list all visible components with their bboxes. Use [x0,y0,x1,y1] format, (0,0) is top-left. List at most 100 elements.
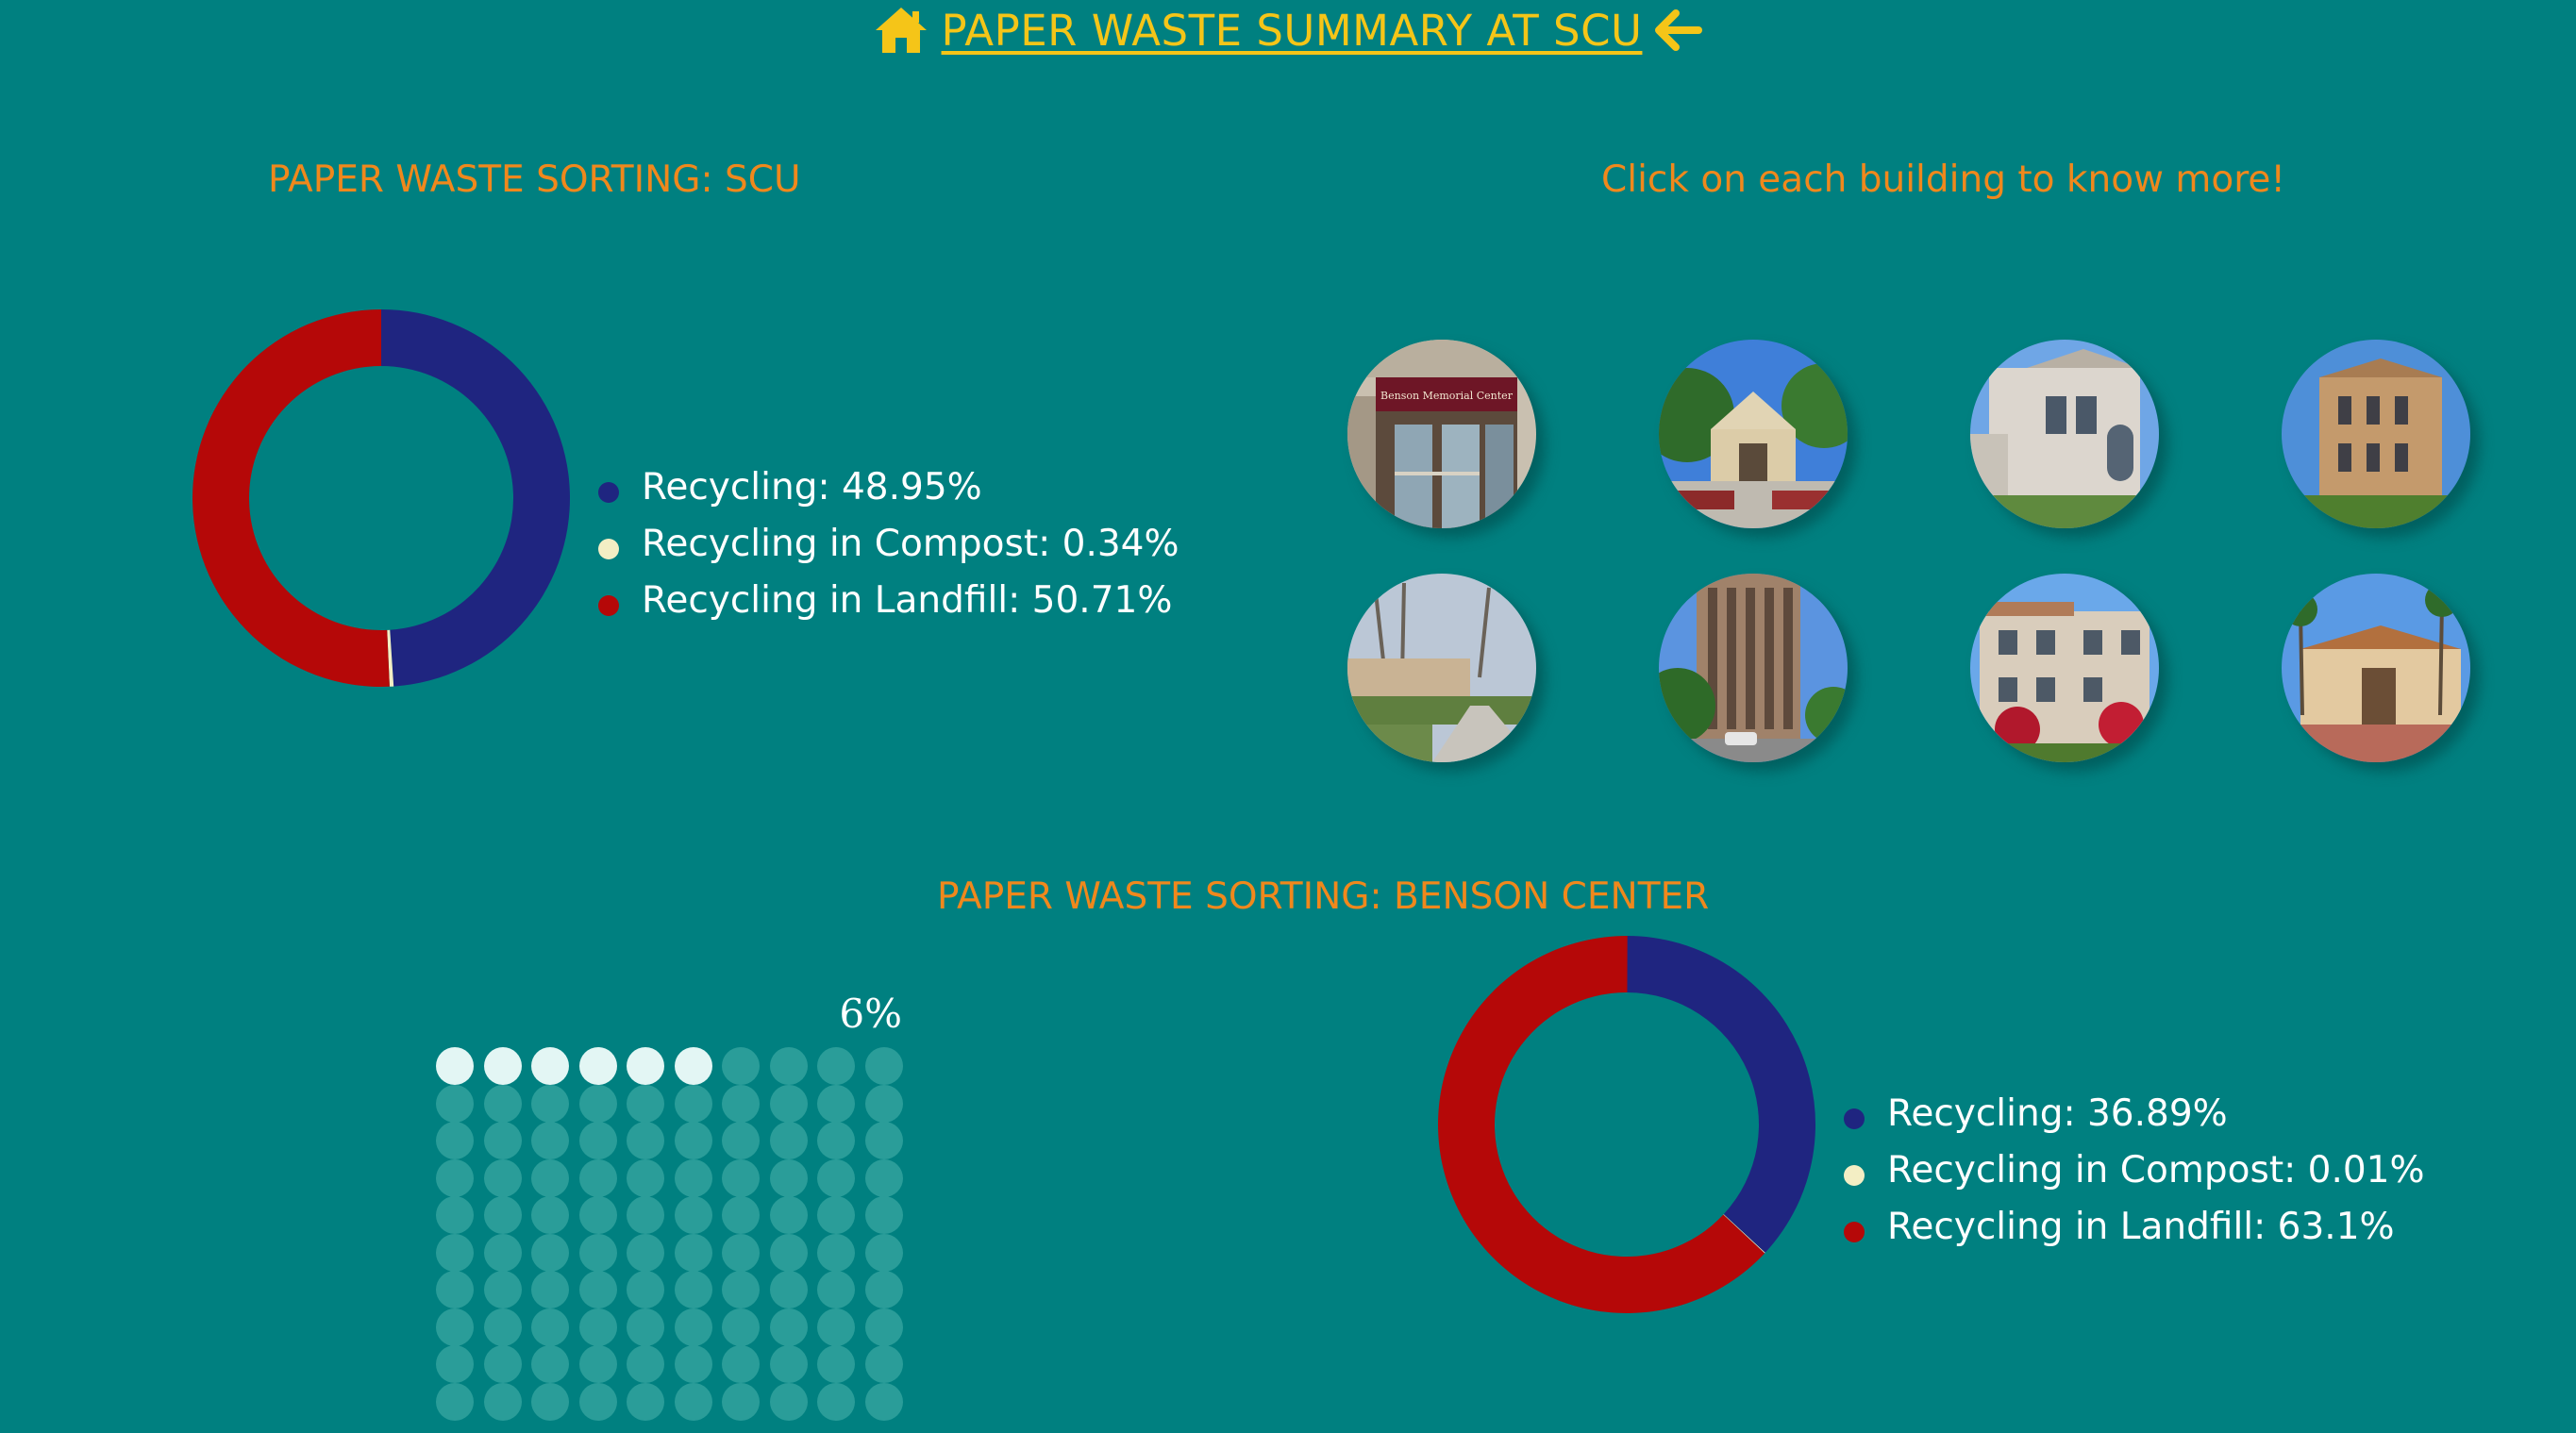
waffle-dot-empty [531,1345,569,1383]
building-2[interactable] [1659,340,1848,528]
scu-slice-recycling [381,309,571,687]
waffle-dot-empty [627,1084,664,1123]
waffle-dot-empty [722,1084,760,1123]
waffle-dot-empty [817,1122,855,1159]
waffle-dot-empty [627,1122,664,1159]
waffle-dot-empty [722,1047,760,1085]
scu-slice-recycling-in-landfill [192,309,390,687]
waffle-dot-empty [864,1233,903,1272]
waffle-dot-empty [674,1345,712,1383]
page-header: PAPER WASTE SUMMARY AT SCU [0,2,2576,58]
building-grid: Benson Memorial Center [1347,340,2484,764]
waffle-dot-empty [769,1196,808,1234]
waffle-dot-empty [436,1084,474,1123]
waffle-dot-empty [627,1308,664,1346]
waffle-dot-empty [483,1158,522,1197]
waffle-dot-empty [578,1122,617,1159]
home-icon[interactable] [874,6,928,55]
building-8[interactable] [2282,574,2470,762]
arrow-left-icon[interactable] [1655,9,1703,51]
scu-donut-chart [192,309,571,687]
waffle-dot-empty [722,1122,760,1159]
waffle-dot-empty [674,1271,712,1308]
waffle-dot-empty [436,1271,474,1308]
waffle-dot-empty [817,1047,855,1085]
legend-item: Recycling: 36.89% [1844,1085,2425,1141]
waffle-dot-empty [769,1122,808,1159]
legend-item: Recycling in Compost: 0.34% [598,515,1179,572]
waffle-dot-empty [722,1271,760,1308]
legend-label: Recycling in Landfill: 63.1% [1887,1205,2395,1248]
waffle-dot-empty [436,1345,474,1383]
waffle-dot-empty [817,1084,855,1123]
waffle-dot-empty [627,1271,664,1308]
waffle-dot-empty [531,1084,569,1123]
waffle-dot-filled [483,1047,522,1085]
buildings-prompt: Click on each building to know more! [1601,158,2286,201]
building-benson-memorial-center[interactable]: Benson Memorial Center [1347,340,1536,528]
waffle-dot-filled [627,1047,664,1085]
waffle-dot-empty [483,1122,522,1159]
waffle-dot-empty [531,1122,569,1159]
legend-dot-recycling [1844,1108,1865,1129]
waffle-dot-empty [627,1233,664,1272]
waffle-dot-empty [769,1047,808,1085]
waffle-dot-empty [483,1271,522,1308]
waffle-dot-empty [483,1382,522,1421]
waffle-dot-empty [531,1271,569,1308]
waffle-dot-empty [864,1158,903,1197]
waffle-dot-empty [483,1233,522,1272]
waffle-dot-empty [578,1084,617,1123]
waffle-dot-empty [769,1308,808,1346]
waffle-dot-empty [578,1233,617,1272]
waffle-dot-empty [531,1308,569,1346]
legend-item: Recycling in Landfill: 63.1% [1844,1198,2425,1255]
waffle-dot-empty [578,1158,617,1197]
legend-dot-landfill [1844,1222,1865,1242]
scu-chart-title: PAPER WASTE SORTING: SCU [268,158,801,201]
building-3[interactable] [1970,340,2159,528]
waffle-dot-empty [627,1382,664,1421]
waffle-dot-empty [436,1308,474,1346]
legend-label: Recycling in Landfill: 50.71% [642,578,1173,622]
benson-donut-chart [1438,936,1815,1313]
building-7[interactable] [1970,574,2159,762]
waffle-dot-empty [436,1233,474,1272]
waffle-dot-empty [436,1158,474,1197]
waffle-dot-filled [436,1047,474,1085]
waffle-dot-empty [722,1308,760,1346]
benson-slice-recycling [1627,936,1815,1253]
building-4[interactable] [2282,340,2470,528]
waffle-dot-empty [627,1196,664,1234]
waffle-dot-empty [722,1196,760,1234]
scu-slice-recycling-in-compost [387,629,394,687]
benson-legend: Recycling: 36.89% Recycling in Compost: … [1844,1085,2425,1255]
waffle-dot-empty [483,1196,522,1234]
waffle-percent-label: 6% [839,991,902,1037]
waffle-dot-empty [531,1158,569,1197]
waffle-dot-empty [722,1382,760,1421]
waffle-dot-empty [483,1084,522,1123]
waffle-dot-empty [436,1196,474,1234]
waffle-dot-empty [864,1196,903,1234]
waffle-dot-empty [674,1084,712,1123]
waffle-dot-filled [578,1047,617,1085]
waffle-dot-empty [674,1122,712,1159]
waffle-dot-empty [531,1196,569,1234]
waffle-dot-empty [817,1196,855,1234]
waffle-dot-empty [531,1382,569,1421]
waffle-dot-empty [674,1196,712,1234]
waffle-dot-empty [483,1308,522,1346]
building-6[interactable] [1659,574,1848,762]
building-5[interactable] [1347,574,1536,762]
waffle-dot-empty [578,1271,617,1308]
benson-slice-recycling-in-landfill [1438,936,1765,1313]
waffle-dot-empty [864,1084,903,1123]
page-title[interactable]: PAPER WASTE SUMMARY AT SCU [941,5,1643,56]
waffle-dot-empty [864,1308,903,1346]
waffle-dot-filled [674,1047,712,1085]
waffle-dot-empty [627,1345,664,1383]
waffle-dot-empty [722,1345,760,1383]
waffle-dot-empty [864,1345,903,1383]
waffle-dot-empty [722,1233,760,1272]
